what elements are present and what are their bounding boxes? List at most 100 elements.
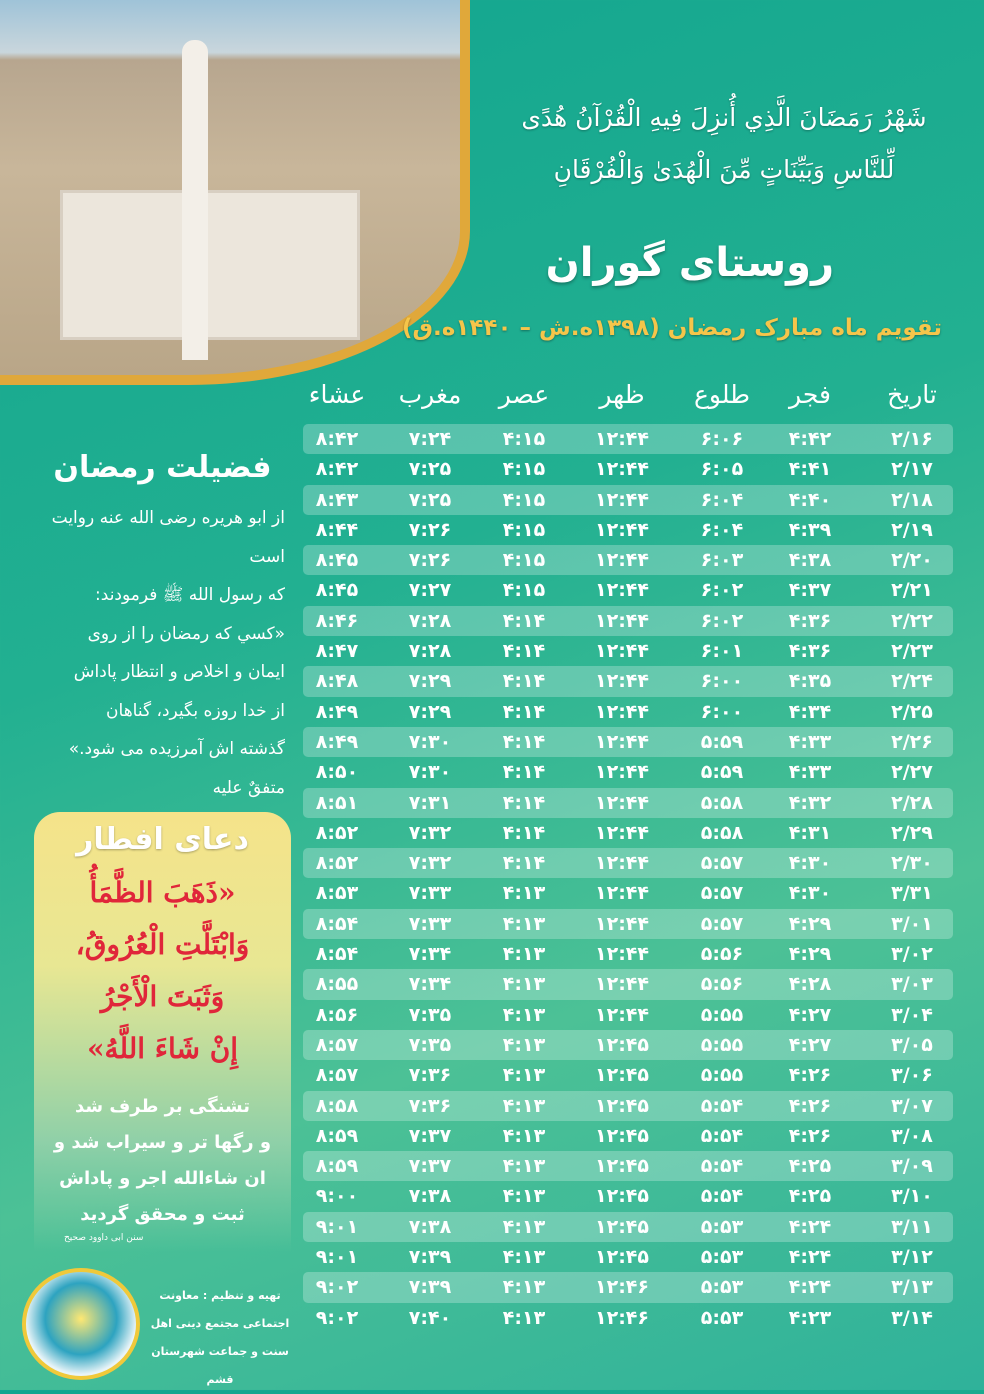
cell-fajr: ۴:۳۷ (788, 579, 832, 602)
cell-dhuhr: ۱۲:۴۴ (595, 912, 649, 935)
dua-translation-line: ان شاءالله اجر و پاداش (59, 1168, 266, 1189)
cell-maghrib: ۷:۲۶ (408, 518, 452, 541)
cell-fajr: ۴:۲۴ (788, 1246, 832, 1269)
cell-dhuhr: ۱۲:۴۶ (595, 1306, 649, 1329)
cell-maghrib: ۷:۲۴ (408, 428, 452, 450)
table-row: ۳/۰۸ ۴:۲۶ ۵:۵۴ ۱۲:۴۵ ۴:۱۳ ۷:۳۷ ۸:۵۹ (303, 1121, 953, 1151)
credit-line: سنت و جماعت شهرستان قشم (151, 1345, 289, 1386)
cell-fajr: ۴:۳۶ (788, 640, 832, 663)
cell-fajr: ۴:۳۵ (788, 670, 832, 693)
table-row: ۳/۰۱ ۴:۲۹ ۵:۵۷ ۱۲:۴۴ ۴:۱۳ ۷:۳۳ ۸:۵۴ (303, 908, 953, 940)
cell-dhuhr: ۱۲:۴۴ (595, 518, 649, 541)
cell-fajr: ۴:۳۳ (788, 761, 832, 784)
cell-date: ۲/۲۱ (891, 579, 933, 602)
cell-maghrib: ۷:۲۹ (408, 670, 452, 693)
cell-dhuhr: ۱۲:۴۵ (595, 1094, 649, 1117)
cell-asr: ۴:۱۴ (502, 791, 546, 814)
cell-sunrise: ۵:۵۷ (700, 912, 744, 935)
cell-dhuhr: ۱۲:۴۵ (595, 1215, 649, 1238)
table-row: ۲/۲۳ ۴:۳۶ ۶:۰۱ ۱۲:۴۴ ۴:۱۴ ۷:۲۸ ۸:۴۷ (303, 636, 953, 666)
cell-date: ۲/۲۰ (891, 549, 933, 572)
cell-dhuhr: ۱۲:۴۴ (595, 549, 649, 572)
cell-fajr: ۴:۳۱ (788, 821, 832, 844)
cell-maghrib: ۷:۳۳ (408, 882, 452, 905)
cell-sunrise: ۵:۵۴ (700, 1094, 744, 1117)
table-row: ۳/۱۱ ۴:۲۴ ۵:۵۳ ۱۲:۴۵ ۴:۱۳ ۷:۳۸ ۹:۰۱ (303, 1211, 953, 1243)
cell-asr: ۴:۱۳ (502, 1215, 546, 1238)
cell-asr: ۴:۱۳ (502, 1064, 546, 1087)
cell-asr: ۴:۱۵ (502, 458, 546, 481)
cell-isha: ۸:۴۴ (315, 518, 359, 541)
prayer-times-table: ۲/۱۶ ۴:۴۲ ۶:۰۶ ۱۲:۴۴ ۴:۱۵ ۷:۲۴ ۸:۴۲ ۲/۱۷ ۴:۴۱ ۶:۰… (303, 424, 953, 1333)
cell-sunrise: ۵:۵۷ (700, 882, 744, 905)
cell-isha: ۸:۵۹ (315, 1155, 359, 1178)
cell-maghrib: ۷:۳۳ (408, 912, 452, 935)
cell-fajr: ۴:۲۹ (788, 943, 832, 966)
dua-translation: تشنگی بر طرف شد و رگها تر و سیراب شد و ان … (34, 1089, 291, 1233)
cell-fajr: ۴:۴۱ (788, 458, 832, 481)
cell-sunrise: ۵:۵۴ (700, 1185, 744, 1208)
table-row: ۳/۰۴ ۴:۲۷ ۵:۵۵ ۱۲:۴۴ ۴:۱۳ ۷:۳۵ ۸:۵۶ (303, 1000, 953, 1030)
cell-date: ۲/۲۹ (891, 821, 933, 844)
cell-fajr: ۴:۲۸ (788, 973, 832, 996)
hadith-line: از خدا روزه بگیرد، گناهان (106, 700, 285, 721)
cell-asr: ۴:۱۵ (502, 428, 546, 450)
table-row: ۳/۱۲ ۴:۲۴ ۵:۵۳ ۱۲:۴۵ ۴:۱۳ ۷:۳۹ ۹:۰۱ (303, 1242, 953, 1272)
cell-sunrise: ۶:۰۴ (700, 488, 744, 511)
cell-date: ۲/۲۶ (891, 730, 933, 753)
cell-maghrib: ۷:۳۵ (408, 1003, 452, 1026)
hadith-text: از ابو هریره رضی الله عنه روایت است که رس… (40, 499, 285, 807)
verse-line: لِّلنَّاسِ وَبَيِّنَاتٍ مِّنَ الْهُدَىٰ … (553, 155, 895, 184)
table-row: ۲/۲۴ ۴:۳۵ ۶:۰۰ ۱۲:۴۴ ۴:۱۴ ۷:۲۹ ۸:۴۸ (303, 666, 953, 697)
cell-isha: ۸:۴۹ (315, 730, 359, 753)
cell-asr: ۴:۱۳ (502, 1276, 546, 1299)
cell-dhuhr: ۱۲:۴۵ (595, 1185, 649, 1208)
cell-maghrib: ۷:۳۵ (408, 1033, 452, 1056)
cell-date: ۲/۲۷ (891, 761, 933, 784)
cell-maghrib: ۷:۲۸ (408, 640, 452, 663)
table-row: ۳/۰۳ ۴:۲۸ ۵:۵۶ ۱۲:۴۴ ۴:۱۳ ۷:۳۴ ۸:۵۵ (303, 969, 953, 1000)
cell-sunrise: ۶:۰۰ (700, 670, 744, 693)
table-row: ۲/۱۷ ۴:۴۱ ۶:۰۵ ۱۲:۴۴ ۴:۱۵ ۷:۲۵ ۸:۴۲ (303, 454, 953, 484)
page-subtitle: تقویم ماه مبارک رمضان (۱۳۹۸ه.ش – ۱۴۴۰ه.ق… (401, 315, 942, 341)
cell-maghrib: ۷:۳۶ (408, 1064, 452, 1087)
cell-date: ۲/۲۸ (891, 791, 933, 814)
cell-maghrib: ۷:۲۵ (408, 488, 452, 511)
cell-dhuhr: ۱۲:۴۴ (595, 1003, 649, 1026)
dua-source: سنن ابی داوود صحیح (64, 1233, 144, 1243)
cell-date: ۲/۱۷ (891, 458, 933, 481)
cell-fajr: ۴:۳۳ (788, 730, 832, 753)
cell-dhuhr: ۱۲:۴۴ (595, 700, 649, 723)
cell-maghrib: ۷:۳۷ (408, 1124, 452, 1147)
cell-date: ۳/۱۱ (891, 1215, 933, 1238)
table-row: ۳/۰۵ ۴:۲۷ ۵:۵۵ ۱۲:۴۵ ۴:۱۳ ۷:۳۵ ۸:۵۷ (303, 1029, 953, 1061)
section-title: فضیلت رمضان (53, 450, 272, 485)
cell-sunrise: ۵:۵۶ (700, 973, 744, 996)
cell-fajr: ۴:۴۲ (788, 428, 832, 450)
table-row: ۳/۳۱ ۴:۳۰ ۵:۵۷ ۱۲:۴۴ ۴:۱۳ ۷:۳۳ ۸:۵۳ (303, 878, 953, 908)
table-row: ۳/۱۰ ۴:۲۵ ۵:۵۴ ۱۲:۴۵ ۴:۱۳ ۷:۳۸ ۹:۰۰ (303, 1181, 953, 1211)
cell-date: ۳/۰۲ (891, 943, 933, 966)
dua-title: دعای افطار (76, 822, 249, 857)
cell-asr: ۴:۱۴ (502, 852, 546, 875)
cell-isha: ۹:۰۲ (315, 1306, 359, 1329)
cell-asr: ۴:۱۳ (502, 973, 546, 996)
cell-isha: ۸:۵۲ (315, 821, 359, 844)
cell-date: ۳/۰۷ (891, 1094, 933, 1117)
table-row: ۳/۱۳ ۴:۲۴ ۵:۵۳ ۱۲:۴۶ ۴:۱۳ ۷:۳۹ ۹:۰۲ (303, 1272, 953, 1303)
cell-asr: ۴:۱۳ (502, 1094, 546, 1117)
dua-translation-line: تشنگی بر طرف شد (74, 1096, 251, 1117)
cell-asr: ۴:۱۵ (502, 549, 546, 572)
cell-fajr: ۴:۳۶ (788, 609, 832, 632)
cell-dhuhr: ۱۲:۴۵ (595, 1246, 649, 1269)
table-row: ۲/۲۸ ۴:۳۲ ۵:۵۸ ۱۲:۴۴ ۴:۱۴ ۷:۳۱ ۸:۵۱ (303, 787, 953, 818)
cell-isha: ۸:۴۹ (315, 700, 359, 723)
hadith-line: متفقٌ علیه (212, 777, 285, 798)
hadith-line: «کسي که رمضان را از روی (87, 623, 285, 644)
cell-maghrib: ۷:۳۹ (408, 1246, 452, 1269)
cell-date: ۲/۲۴ (891, 670, 933, 693)
cell-isha: ۸:۴۶ (315, 609, 359, 632)
cell-maghrib: ۷:۲۵ (408, 458, 452, 481)
cell-dhuhr: ۱۲:۴۴ (595, 428, 649, 450)
cell-date: ۲/۲۳ (891, 640, 933, 663)
